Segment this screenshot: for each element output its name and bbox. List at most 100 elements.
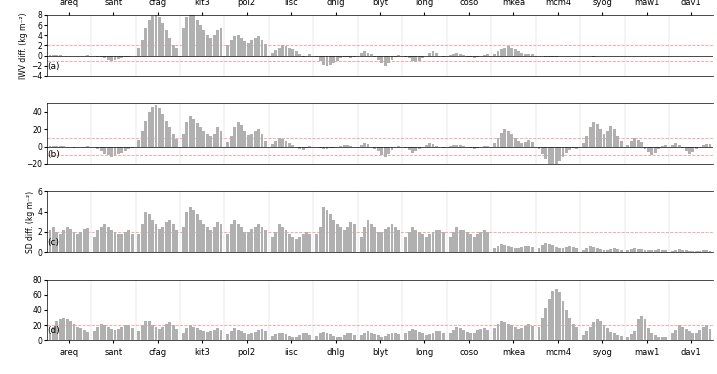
Bar <box>364 52 366 55</box>
Bar <box>264 45 267 55</box>
Bar <box>571 147 574 148</box>
Bar <box>260 329 263 340</box>
Bar <box>76 234 79 252</box>
Bar <box>551 55 554 57</box>
Bar <box>397 146 400 147</box>
Bar <box>285 141 288 147</box>
Bar <box>171 325 174 340</box>
Bar <box>230 331 233 340</box>
Bar <box>189 12 191 55</box>
Bar <box>103 55 106 58</box>
Bar <box>462 331 465 340</box>
Bar <box>227 142 229 147</box>
Bar <box>650 147 653 155</box>
Bar <box>637 249 640 252</box>
Bar <box>476 55 479 57</box>
Bar <box>432 52 435 55</box>
Bar <box>521 247 523 252</box>
Bar <box>326 147 328 149</box>
Bar <box>295 239 298 252</box>
Bar <box>422 334 424 340</box>
Bar <box>414 55 417 62</box>
Bar <box>326 209 328 252</box>
Bar <box>322 206 325 252</box>
Bar <box>424 145 427 147</box>
Bar <box>507 246 510 252</box>
Bar <box>257 224 260 252</box>
Bar <box>664 145 667 147</box>
Bar <box>130 55 133 56</box>
Bar <box>171 134 174 147</box>
Bar <box>432 144 435 147</box>
Bar <box>353 55 356 57</box>
Bar <box>681 250 684 252</box>
Bar <box>366 53 369 55</box>
Bar <box>366 331 369 340</box>
Bar <box>394 55 397 57</box>
Bar <box>497 52 500 55</box>
Bar <box>141 40 144 55</box>
Bar <box>117 329 120 340</box>
Bar <box>308 54 311 55</box>
Bar <box>541 55 544 56</box>
Bar <box>544 243 547 252</box>
Bar <box>302 334 305 340</box>
Bar <box>524 54 527 55</box>
Bar <box>364 333 366 340</box>
Bar <box>459 54 462 55</box>
Bar <box>233 128 236 147</box>
Bar <box>404 147 407 148</box>
Bar <box>144 321 147 340</box>
Bar <box>113 147 116 156</box>
Bar <box>408 55 411 58</box>
Bar <box>366 144 369 147</box>
Bar <box>462 146 465 147</box>
Bar <box>69 229 72 252</box>
Bar <box>500 49 503 55</box>
Bar <box>216 128 219 147</box>
Bar <box>387 55 390 63</box>
Bar <box>124 325 127 340</box>
Bar <box>681 327 684 340</box>
Bar <box>206 332 209 340</box>
Bar <box>558 292 561 340</box>
Bar <box>247 135 250 147</box>
Bar <box>233 220 236 252</box>
Bar <box>302 234 305 252</box>
Bar <box>527 324 530 340</box>
Bar <box>411 227 414 252</box>
Bar <box>82 330 85 340</box>
Bar <box>524 246 527 252</box>
Bar <box>702 250 705 252</box>
Bar <box>660 146 663 147</box>
Bar <box>298 335 301 340</box>
Bar <box>517 248 520 252</box>
Bar <box>196 20 199 55</box>
Bar <box>233 328 236 340</box>
Bar <box>592 322 595 340</box>
Bar <box>702 327 705 340</box>
Bar <box>633 138 636 147</box>
Bar <box>414 230 417 252</box>
Bar <box>538 147 541 149</box>
Bar <box>370 224 373 252</box>
Text: (c): (c) <box>47 238 60 247</box>
Bar <box>524 142 527 147</box>
Bar <box>500 244 503 252</box>
Bar <box>555 247 558 252</box>
Bar <box>168 322 171 340</box>
Bar <box>230 224 233 252</box>
Bar <box>558 248 561 252</box>
Bar <box>59 146 62 147</box>
Bar <box>329 147 332 148</box>
Bar <box>449 333 452 340</box>
Bar <box>660 337 663 340</box>
Bar <box>288 336 291 340</box>
Bar <box>349 55 352 58</box>
Bar <box>250 229 253 252</box>
Bar <box>541 318 544 340</box>
Bar <box>548 244 551 252</box>
Bar <box>339 146 342 147</box>
Bar <box>544 147 547 159</box>
Bar <box>548 298 551 340</box>
